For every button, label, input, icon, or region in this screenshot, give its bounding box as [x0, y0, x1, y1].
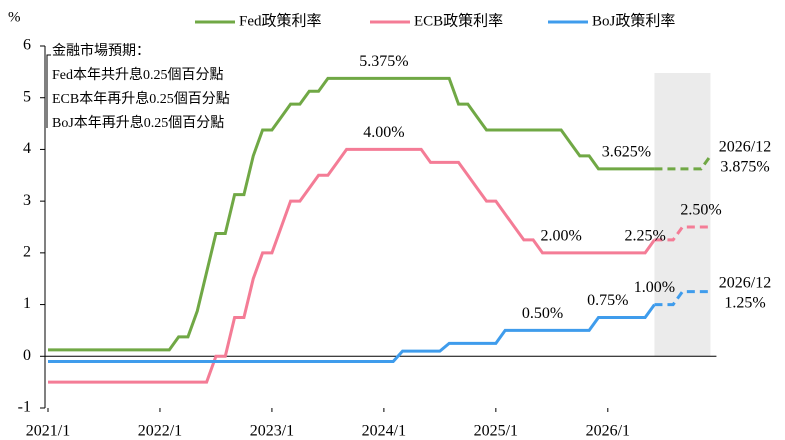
- y-tick-label: 2: [23, 244, 31, 261]
- value-label: 2.25%: [624, 228, 665, 245]
- value-label: 0.75%: [587, 292, 628, 309]
- legend-label: ECB政策利率: [414, 12, 503, 29]
- annotation-bracket: [46, 54, 51, 128]
- x-tick-label: 2025/1: [474, 423, 518, 440]
- x-tick-label: 2021/1: [26, 423, 70, 440]
- forecast-line: [654, 290, 711, 307]
- y-tick-label: 3: [23, 192, 31, 209]
- y-axis-label: %: [8, 9, 21, 25]
- end-date-label: 2026/12: [719, 139, 771, 156]
- line: [48, 76, 655, 352]
- annotation-text: 金融市場預期：: [52, 42, 150, 59]
- y-tick-label: 0: [23, 347, 31, 364]
- x-tick-label: 2023/1: [250, 423, 294, 440]
- forecast-line: [654, 155, 712, 171]
- value-label: 3.625%: [602, 143, 651, 160]
- forecast-line: [654, 225, 711, 242]
- legend-label: BoJ政策利率: [592, 12, 675, 29]
- value-label: 3.875%: [720, 159, 769, 176]
- value-label: 5.375%: [359, 53, 408, 70]
- annotation-text: BoJ本年再升息0.25個百分點: [52, 114, 224, 131]
- y-tick-label: 6: [23, 37, 31, 54]
- value-label: 0.50%: [522, 305, 563, 322]
- value-label: 4.00%: [363, 124, 404, 141]
- line: [48, 303, 656, 363]
- value-label: 2.00%: [540, 228, 581, 245]
- end-date-label: 2026/12: [719, 274, 771, 291]
- y-tick-label: 4: [23, 140, 31, 157]
- forecast-band: [654, 73, 711, 357]
- x-tick-label: 2026/1: [586, 423, 630, 440]
- y-tick-label: -1: [18, 399, 31, 416]
- annotation-text: ECB本年再升息0.25個百分點: [52, 90, 230, 107]
- line: [48, 147, 656, 384]
- value-label: 1.00%: [634, 279, 675, 296]
- value-label: 2.50%: [680, 202, 721, 219]
- legend-label: Fed政策利率: [239, 12, 322, 29]
- x-tick-label: 2022/1: [138, 423, 182, 440]
- y-tick-label: 1: [23, 295, 31, 312]
- annotation-text: Fed本年共升息0.25個百分點: [52, 66, 224, 83]
- x-tick-label: 2024/1: [362, 423, 406, 440]
- value-label: 1.25%: [724, 294, 765, 311]
- y-tick-label: 5: [23, 88, 31, 105]
